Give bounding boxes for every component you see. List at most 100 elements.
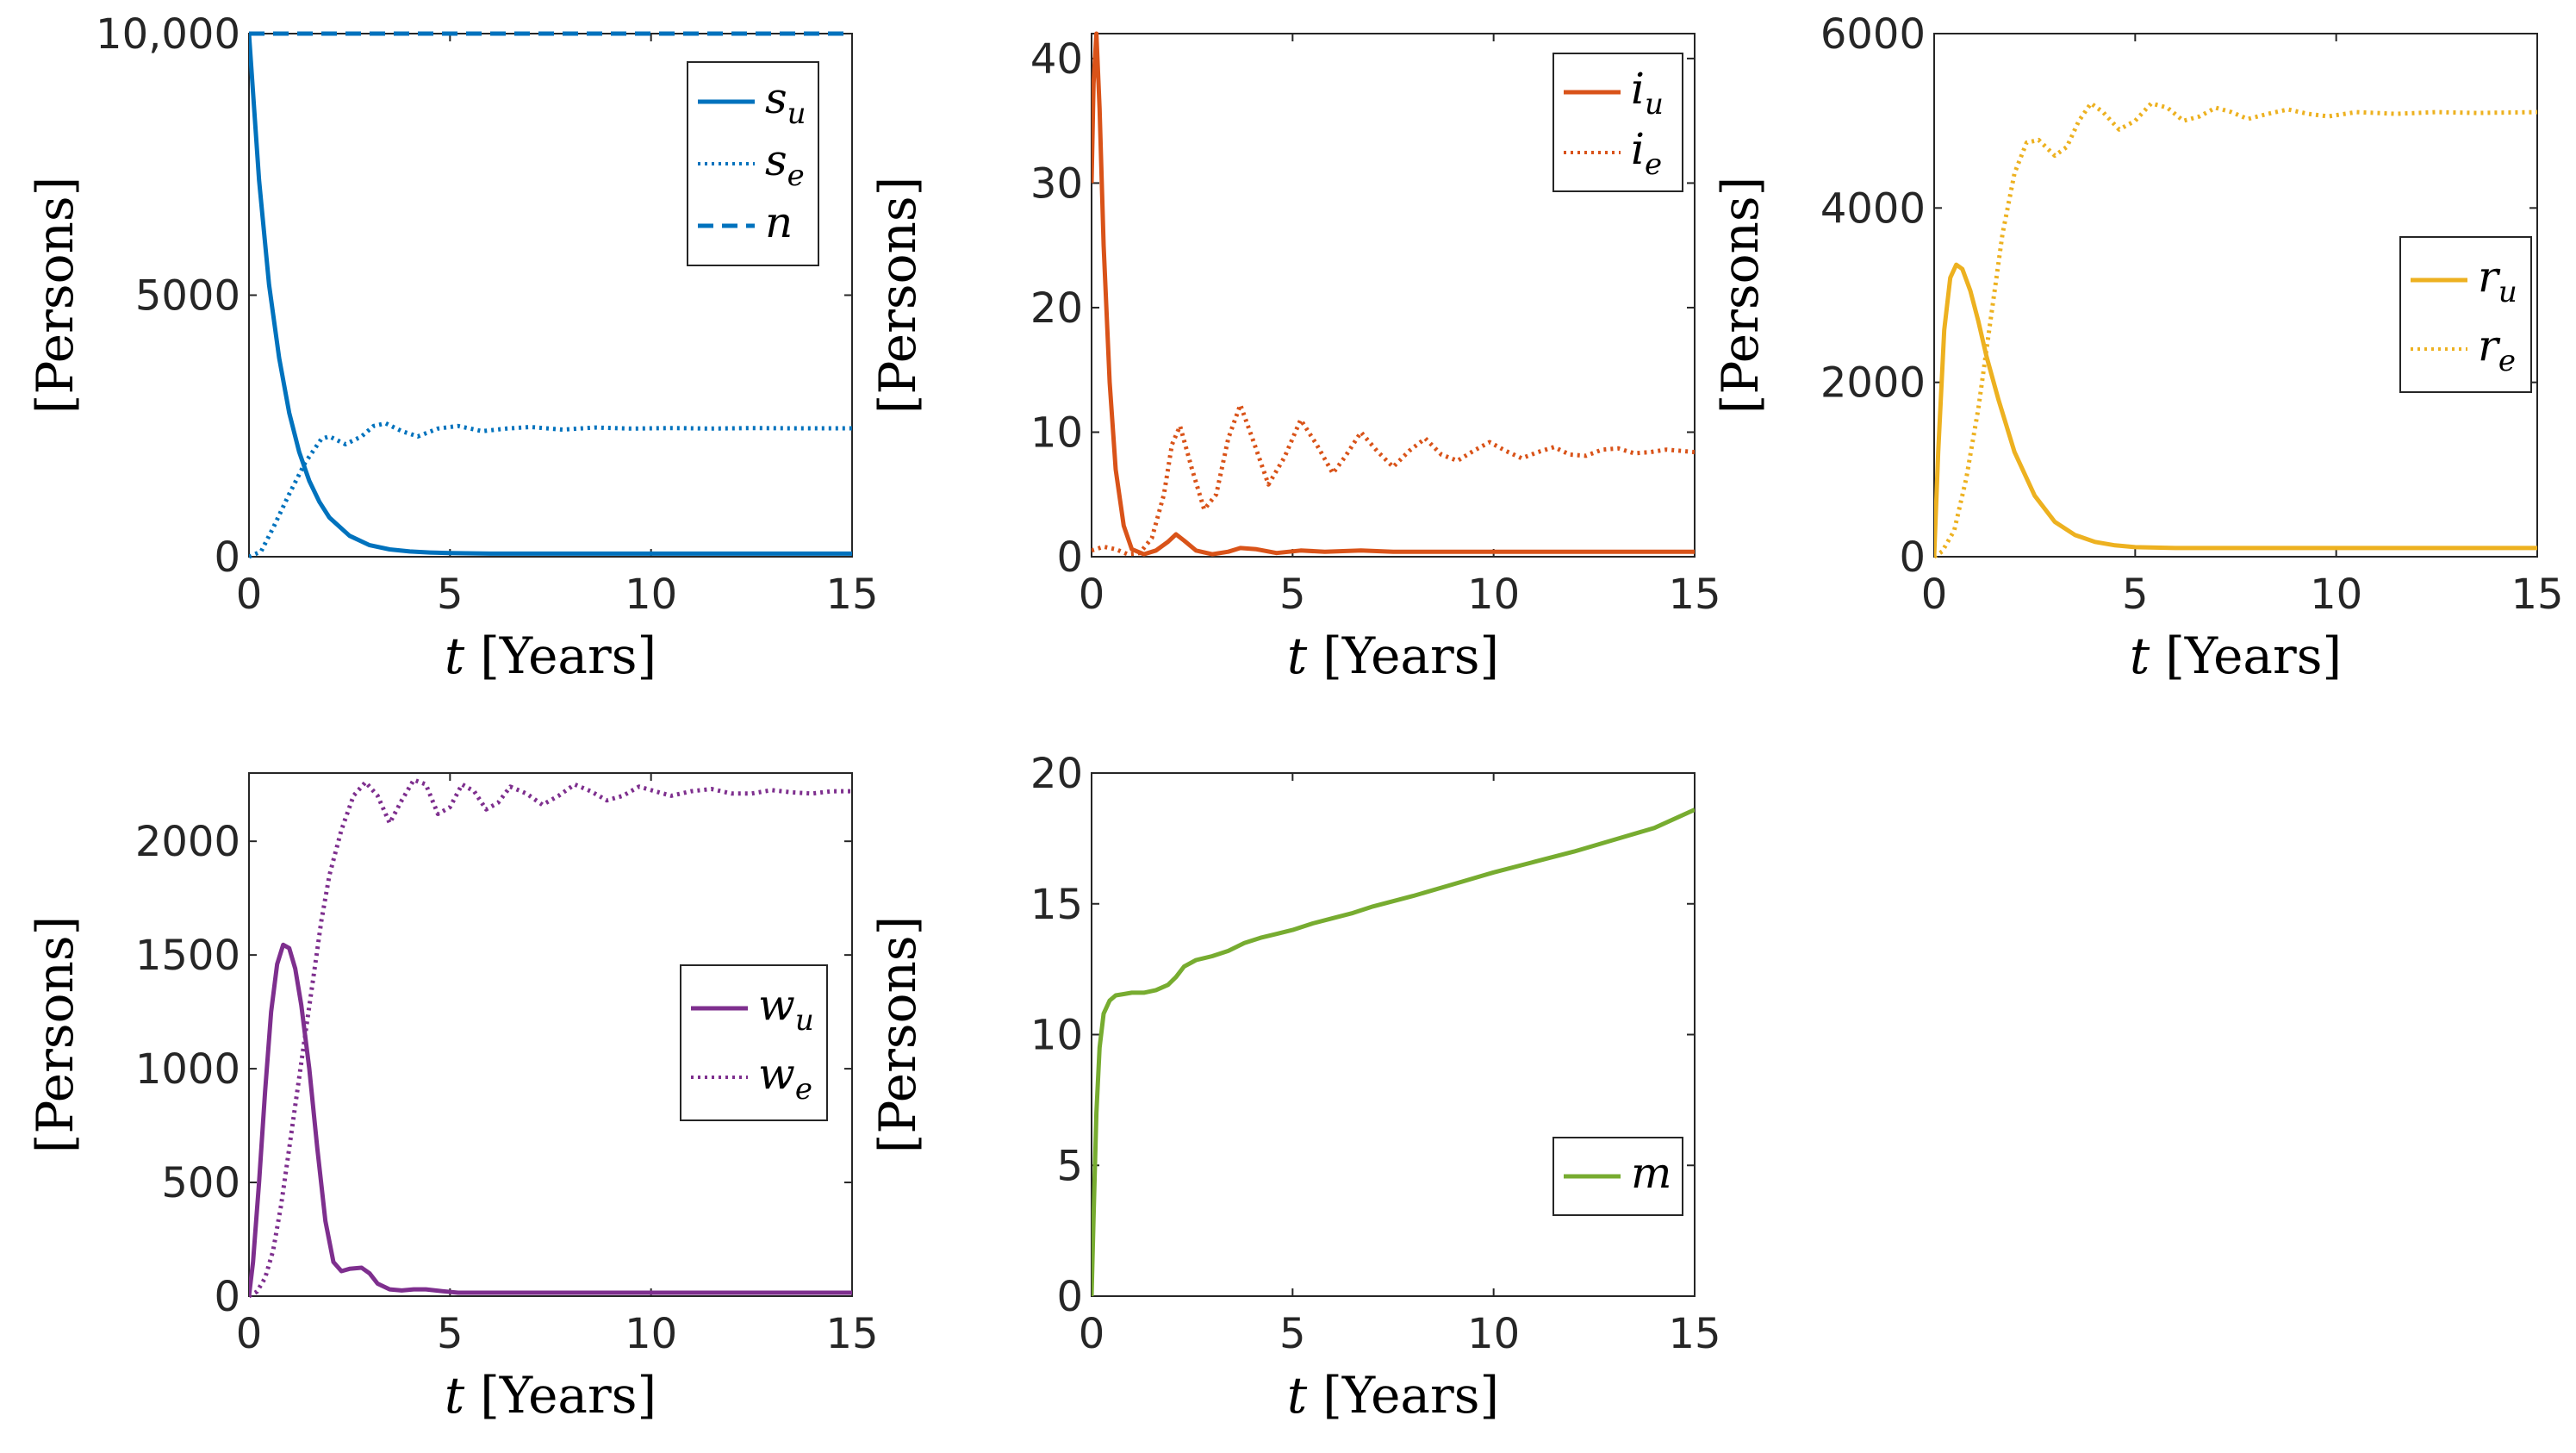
legend-entry-label-var: m	[1631, 1148, 1671, 1198]
legend-entry-label: se	[765, 135, 805, 193]
legend-entry-label: iu	[1631, 64, 1664, 122]
legend-entry-label: wu	[758, 980, 814, 1038]
legend-box	[1552, 53, 1683, 192]
legend-entry-label-subscript: e	[795, 1072, 812, 1107]
legend-entry-label-var: r	[2478, 321, 2501, 371]
x-axis-variable: t	[445, 1366, 465, 1425]
y-tick-label: 0	[214, 1273, 240, 1321]
axes-box	[1933, 33, 2538, 558]
legend-entry-label-var: w	[758, 1049, 795, 1099]
series-line-i-e	[1092, 402, 1695, 557]
series-line-m	[1092, 808, 1695, 1297]
x-tick-label: 10	[625, 571, 677, 619]
x-tick-label: 5	[1279, 1310, 1306, 1358]
x-axis-label: t [Years]	[1287, 1366, 1499, 1425]
legend-entry-label-subscript: u	[1645, 87, 1664, 122]
legend-entry-label-var: s	[765, 135, 787, 185]
y-tick-label: 0	[1899, 533, 1926, 582]
x-tick-label: 15	[2511, 571, 2563, 619]
legend: su sen	[687, 61, 819, 266]
x-tick-label: 0	[236, 571, 263, 619]
y-tick-label: 5	[1056, 1142, 1083, 1190]
y-tick-label: 4000	[1820, 184, 1926, 233]
x-axis-variable: t	[1287, 627, 1308, 685]
legend-entry-label-var: s	[765, 73, 787, 123]
y-tick-label: 500	[161, 1159, 240, 1207]
x-axis-variable: t	[445, 627, 465, 685]
series-line-r-u	[1934, 262, 2537, 558]
x-axis-label: t [Years]	[2130, 627, 2342, 685]
x-axis-unit: [Years]	[1322, 627, 1499, 685]
legend-entry-label-subscript: u	[787, 97, 806, 131]
y-tick-label: 5000	[135, 272, 240, 321]
x-axis-unit: [Years]	[1322, 1366, 1499, 1425]
x-axis-label: t [Years]	[445, 1366, 656, 1425]
x-axis-label: t [Years]	[1287, 627, 1499, 685]
x-tick-label: 10	[1467, 1310, 1520, 1358]
y-tick-label: 15	[1030, 881, 1083, 929]
x-tick-label: 0	[1079, 571, 1105, 619]
series-line-i-u	[1092, 31, 1695, 557]
subplot-bottom-middle: 0 5 10 15 0 5 10 15 20 t [Years] [Persons] m	[868, 750, 1721, 1425]
legend-entry-label: ie	[1631, 124, 1662, 182]
series-group	[1934, 101, 2537, 559]
x-tick-label: 10	[625, 1310, 677, 1358]
x-tick-label: 15	[825, 571, 878, 619]
legend-entry-label: we	[758, 1049, 812, 1107]
legend-box	[680, 964, 828, 1121]
x-tick-label: 15	[1668, 571, 1720, 619]
y-tick-label: 0	[1056, 1273, 1083, 1321]
y-tick-label: 20	[1030, 284, 1083, 333]
y-tick-label: 10	[1030, 408, 1083, 457]
x-tick-label: 10	[1467, 571, 1520, 619]
legend-entry-label-var: r	[2478, 252, 2501, 302]
y-tick-label: 40	[1030, 35, 1083, 84]
axes-box	[1091, 33, 1696, 558]
legend-entry-label-var: w	[758, 980, 795, 1030]
y-tick-label: 1500	[135, 932, 240, 980]
y-axis-label: [Persons]	[868, 916, 927, 1154]
legend: m	[1552, 1137, 1683, 1216]
legend-entry-label: re	[2478, 321, 2516, 378]
legend-entry-label: n	[765, 197, 793, 247]
legend-entry-label-var: n	[765, 197, 793, 247]
x-tick-label: 15	[825, 1310, 878, 1358]
y-tick-label: 30	[1030, 159, 1083, 208]
series-group	[249, 777, 852, 1299]
x-tick-label: 5	[437, 1310, 464, 1358]
y-tick-label: 10,000	[96, 10, 240, 59]
legend-box	[687, 61, 819, 266]
y-tick-label: 0	[214, 533, 240, 582]
x-tick-label: 5	[1279, 571, 1306, 619]
legend-entry-label: m	[1631, 1148, 1671, 1198]
x-axis-unit: [Years]	[480, 1366, 656, 1425]
axes-box	[1091, 772, 1696, 1297]
legend-entry-label-var: i	[1631, 124, 1645, 174]
legend-entry-label-subscript: u	[2498, 275, 2517, 309]
y-tick-label: 10	[1030, 1012, 1083, 1060]
legend: ru re	[2399, 236, 2532, 393]
legend-entry-label-var: i	[1631, 64, 1645, 114]
x-axis-unit: [Years]	[2165, 627, 2342, 685]
x-axis-unit: [Years]	[480, 627, 656, 685]
series-group	[249, 31, 852, 559]
x-tick-label: 0	[236, 1310, 263, 1358]
series-line-w-u	[249, 942, 852, 1297]
series-line-w-e	[249, 777, 852, 1299]
y-axis-label: [Persons]	[26, 177, 84, 415]
y-axis-label: [Persons]	[26, 916, 84, 1154]
y-tick-label: 6000	[1820, 10, 1926, 59]
y-tick-label: 2000	[135, 818, 240, 866]
legend-entry-label-subscript: u	[795, 1003, 814, 1038]
subplot-bottom-left: 0 5 10 15 0 500 1000 1500 2000 t [Years] [Persons] w…	[26, 772, 879, 1425]
y-tick-label: 2000	[1820, 359, 1926, 408]
axes-box	[248, 772, 853, 1297]
x-tick-label: 5	[2122, 571, 2149, 619]
x-tick-label: 10	[2310, 571, 2362, 619]
legend-entry-label-subscript: e	[1645, 147, 1662, 182]
